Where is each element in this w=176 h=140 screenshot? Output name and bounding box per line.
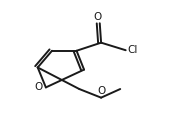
Text: O: O	[97, 86, 105, 96]
Text: O: O	[34, 82, 42, 92]
Text: O: O	[94, 12, 102, 22]
Text: Cl: Cl	[128, 45, 138, 55]
